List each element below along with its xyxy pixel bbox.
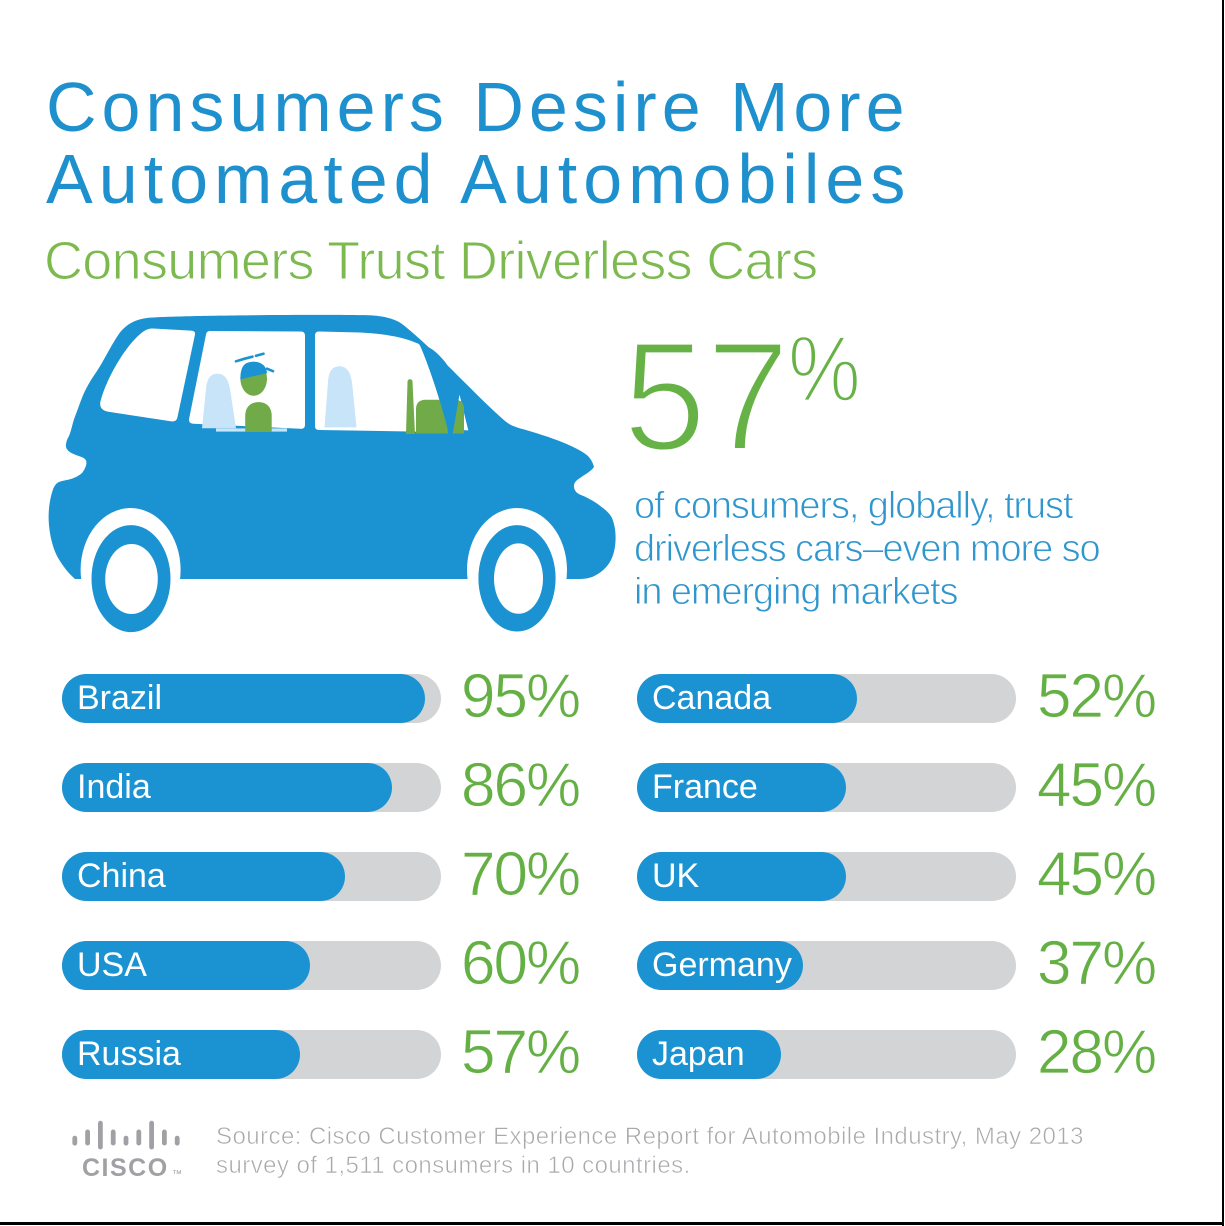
svg-text:™: ™ (172, 1169, 182, 1180)
svg-text:CISCO: CISCO (82, 1154, 169, 1180)
